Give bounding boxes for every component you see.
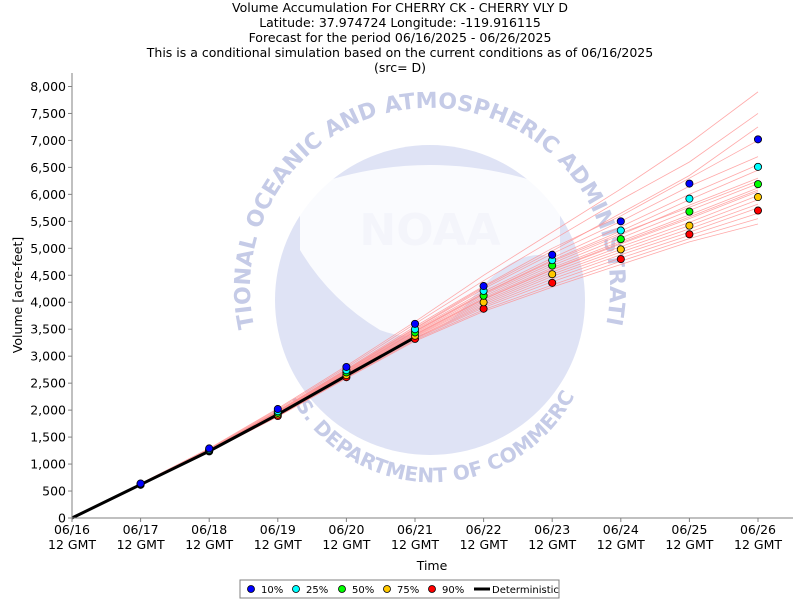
title-line: This is a conditional simulation based o… — [146, 45, 654, 60]
x-tick-sublabel: 12 GMT — [254, 537, 302, 552]
legend-label: 10% — [261, 585, 283, 596]
noaa-logo-text: NOAA — [359, 205, 500, 256]
y-tick-label: 0 — [58, 511, 66, 526]
x-tick-label: 06/18 — [191, 522, 227, 537]
y-tick-label: 6,500 — [30, 160, 66, 175]
y-tick-label: 5,000 — [30, 241, 66, 256]
point-10pct — [548, 250, 557, 259]
title-line: (src= D) — [373, 60, 427, 75]
point-10pct — [410, 319, 419, 328]
y-tick-label: 4,000 — [30, 295, 66, 310]
title-line: Forecast for the period 06/16/2025 - 06/… — [248, 30, 552, 45]
point-75pct — [616, 245, 625, 254]
y-tick-label: 4,500 — [30, 268, 66, 283]
y-tick-label: 7,000 — [30, 133, 66, 148]
y-tick-label: 500 — [42, 484, 66, 499]
y-axis-label: Volume [acre-feet] — [10, 237, 25, 354]
x-tick-sublabel: 12 GMT — [460, 537, 508, 552]
x-tick-sublabel: 12 GMT — [665, 537, 713, 552]
y-tick-label: 2,500 — [30, 376, 66, 391]
legend-marker — [428, 585, 436, 593]
x-tick-sublabel: 12 GMT — [48, 537, 96, 552]
x-tick-label: 06/24 — [603, 522, 639, 537]
point-90pct — [616, 255, 625, 264]
point-10pct — [205, 444, 214, 453]
legend: 10% 25% 50% 75% 90% Deterministic — [239, 579, 560, 599]
x-tick-label: 06/25 — [671, 522, 707, 537]
x-tick-label: 06/22 — [466, 522, 502, 537]
noaa-watermark: NOAA NATIONAL OCEANIC AND ATMOSPHERIC AD… — [0, 0, 629, 487]
x-tick-label: 06/17 — [123, 522, 159, 537]
legend-label: 75% — [397, 585, 419, 596]
point-75pct — [754, 193, 763, 202]
point-75pct — [685, 221, 694, 230]
x-tick-label: 06/21 — [397, 522, 433, 537]
point-10pct — [616, 217, 625, 226]
point-10pct — [685, 179, 694, 188]
legend-label: 90% — [442, 585, 464, 596]
x-tick-sublabel: 12 GMT — [322, 537, 370, 552]
point-25pct — [685, 194, 694, 203]
x-tick-sublabel: 12 GMT — [185, 537, 233, 552]
x-tick-label: 06/26 — [740, 522, 776, 537]
x-tick-sublabel: 12 GMT — [734, 537, 782, 552]
deterministic-line-group — [71, 335, 416, 520]
chart-title: Volume Accumulation For CHERRY CK - CHER… — [0, 0, 800, 75]
y-tick-label: 3,500 — [30, 322, 66, 337]
point-10pct — [273, 405, 282, 414]
title-line: Latitude: 37.974724 Longitude: -119.9161… — [259, 15, 541, 30]
deterministic-line — [71, 335, 416, 520]
point-10pct — [479, 282, 488, 291]
x-tick-label: 06/20 — [328, 522, 364, 537]
legend-marker — [247, 585, 255, 593]
y-tick-label: 5,500 — [30, 214, 66, 229]
x-tick-label: 06/19 — [260, 522, 296, 537]
legend-marker — [338, 585, 346, 593]
point-90pct — [548, 278, 557, 287]
legend-marker — [292, 585, 300, 593]
x-axis-label: Time — [416, 558, 448, 573]
x-tick-sublabel: 12 GMT — [391, 537, 439, 552]
point-50pct — [754, 180, 763, 189]
point-10pct — [342, 362, 351, 371]
y-tick-label: 6,000 — [30, 187, 66, 202]
legend-label: 25% — [306, 585, 328, 596]
title-line: Volume Accumulation For CHERRY CK - CHER… — [232, 0, 568, 15]
point-50pct — [685, 207, 694, 216]
y-tick-label: 3,000 — [30, 349, 66, 364]
noaa-bird-shape — [300, 165, 560, 336]
point-90pct — [685, 230, 694, 239]
point-25pct — [754, 162, 763, 171]
legend-box — [239, 579, 560, 599]
point-10pct — [136, 479, 145, 488]
point-10pct — [754, 135, 763, 144]
legend-label: Deterministic — [492, 585, 559, 596]
point-50pct — [616, 235, 625, 244]
x-tick-sublabel: 12 GMT — [597, 537, 645, 552]
legend-label: 50% — [352, 585, 374, 596]
x-tick-sublabel: 12 GMT — [117, 537, 165, 552]
y-tick-label: 1,000 — [30, 457, 66, 472]
point-75pct — [548, 270, 557, 279]
point-25pct — [616, 226, 625, 235]
x-tick-sublabel: 12 GMT — [528, 537, 576, 552]
x-tick-label: 06/16 — [54, 522, 90, 537]
y-tick-label: 8,000 — [30, 79, 66, 94]
y-tick-label: 2,000 — [30, 403, 66, 418]
axes: 0 500 1,000 1,500 2,000 2,500 3,000 3,500 4,000 4… — [30, 73, 793, 552]
legend-marker — [383, 585, 391, 593]
point-90pct — [754, 206, 763, 215]
y-tick-label: 1,500 — [30, 430, 66, 445]
x-tick-label: 06/23 — [534, 522, 570, 537]
y-tick-label: 7,500 — [30, 106, 66, 121]
percentile-points — [136, 135, 763, 489]
